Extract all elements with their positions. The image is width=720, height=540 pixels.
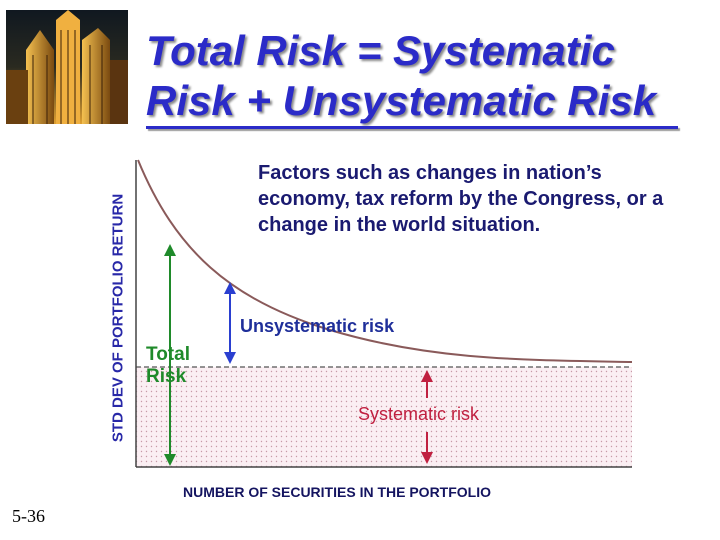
total-risk-arrow — [164, 244, 176, 466]
total-risk-curve — [137, 159, 633, 363]
slide-title-line-1: Total Risk = Systematic — [146, 27, 615, 74]
unsystematic-risk-arrow — [224, 282, 236, 364]
x-axis-label: NUMBER OF SECURITIES IN THE PORTFOLIO — [183, 484, 492, 500]
slide-title-line-2: Risk + Unsystematic Risk — [146, 77, 657, 124]
unsystematic-risk-label: Unsystematic risk — [240, 316, 395, 336]
systematic-risk-region — [136, 367, 632, 467]
systematic-risk-arrow-down — [421, 432, 433, 464]
total-risk-label-line-1: Total — [146, 344, 190, 365]
slide-number: 5-36 — [12, 506, 45, 526]
systematic-risk-label: Systematic risk — [358, 404, 480, 424]
factors-annotation: Factors such as changes in nation’s econ… — [258, 162, 664, 236]
total-risk-label-line-2: Risk — [146, 366, 187, 387]
title-underline — [146, 126, 678, 129]
systematic-risk-arrow-up — [421, 370, 433, 398]
city-skyline-icon — [6, 10, 128, 124]
